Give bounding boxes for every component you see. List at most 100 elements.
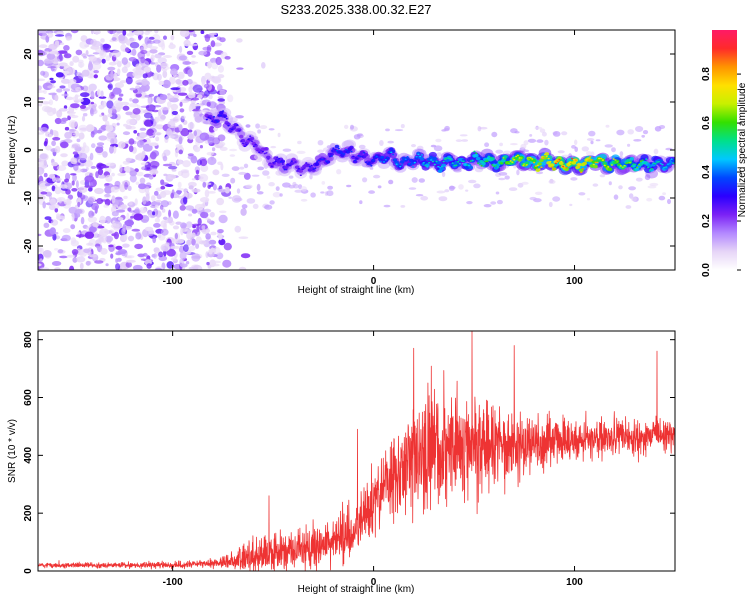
noise-blob [113,100,123,108]
noise-blob [212,169,220,176]
noise-blob [80,194,86,200]
noise-blob [85,226,90,230]
noise-blob [534,126,543,130]
ridge-mark [363,152,369,157]
noise-blob [125,47,130,53]
noise-blob [217,98,225,102]
noise-blob [191,188,201,193]
noise-blob [77,231,81,235]
noise-blob [92,222,99,228]
noise-blob [54,186,62,195]
ridge-mark [580,171,583,174]
noise-blob [235,115,244,119]
noise-blob [207,136,214,145]
ridge-mark [412,159,418,164]
noise-blob [48,43,58,50]
noise-blob [251,174,260,177]
noise-blob [81,85,89,92]
ridge-mark [473,150,476,153]
noise-blob [49,77,54,81]
noise-blob [100,43,104,51]
noise-blob [102,114,108,122]
ridge-mark [276,156,279,158]
noise-blob [149,169,159,175]
ridge-mark [556,160,559,163]
noise-blob [122,243,130,248]
ridge-mark [542,157,545,159]
noise-blob [635,126,644,132]
noise-blob [108,52,112,58]
noise-blob [662,192,666,196]
noise-blob [55,34,65,37]
noise-blob [599,174,606,178]
noise-blob [236,188,241,194]
noise-blob [490,201,497,205]
noise-blob [510,128,518,134]
ridge-mark [616,161,619,163]
noise-blob [51,140,56,147]
noise-blob [529,134,533,137]
noise-blob [89,152,94,161]
snr-xlabel: Height of straight line (km) [298,584,415,595]
noise-blob [139,127,147,131]
noise-blob [586,198,591,201]
noise-blob [326,190,334,197]
noise-blob [346,184,352,188]
noise-blob [411,144,416,148]
noise-blob [570,177,578,181]
ridge-mark [326,161,330,164]
ridge-mark [354,159,357,162]
ridge-mark [232,128,235,130]
noise-blob [85,260,91,266]
noise-blob [79,262,84,270]
noise-blob [122,30,127,36]
noise-blob [204,189,210,198]
noise-blob [111,195,116,204]
noise-blob [458,184,464,190]
noise-blob [168,94,173,98]
noise-blob [146,263,152,269]
noise-blob [107,66,116,71]
noise-blob [137,253,145,258]
noise-blob [72,151,78,155]
noise-blob [218,214,228,224]
noise-blob [222,259,232,268]
noise-blob [178,149,183,155]
ridge-mark [329,152,334,157]
noise-blob [101,100,107,108]
ridge-mark [448,157,451,160]
ridge-mark [424,164,427,167]
noise-blob [99,114,103,118]
noise-blob [177,181,182,189]
noise-blob [468,179,477,184]
ridge-mark [522,164,525,167]
noise-blob [125,111,133,116]
ridge-mark [250,140,254,143]
noise-blob [122,131,131,136]
ridge-mark [489,156,492,159]
ridge-mark [650,168,653,170]
ridge-mark [330,155,333,157]
noise-blob [125,255,135,259]
noise-blob [47,85,56,89]
noise-blob [43,89,47,95]
noise-blob [192,264,203,270]
noise-blob [189,121,194,130]
noise-blob [256,183,261,191]
ridge-mark [264,147,269,151]
ridge-mark [303,167,306,170]
ridge-mark [372,159,375,161]
noise-blob [128,201,133,206]
noise-blob [282,148,292,152]
noise-blob [217,83,223,92]
noise-blob [608,181,612,186]
noise-blob [134,243,144,250]
ridge-mark [630,165,633,168]
noise-blob [229,148,238,152]
snr-panel: -100 0 100 0 200 400 600 800 Height of straight… [7,330,676,595]
noise-blob [163,35,167,40]
noise-blob [88,55,97,62]
ridge-mark [618,163,621,166]
noise-blob [160,106,170,111]
ridge-mark [468,165,474,170]
